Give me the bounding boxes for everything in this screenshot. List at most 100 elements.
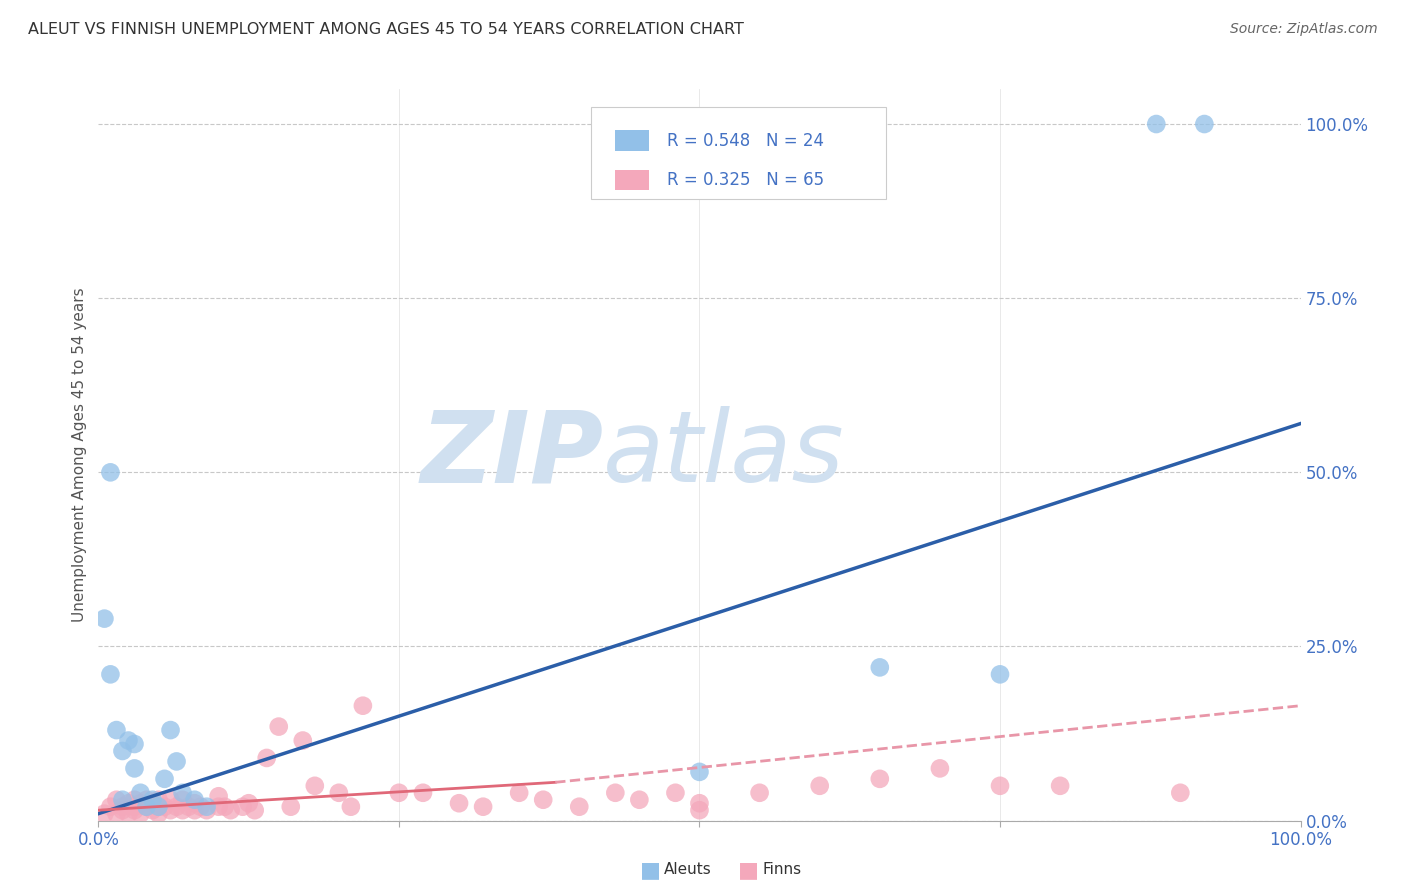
- Point: [267, 720, 290, 734]
- Point: [159, 793, 181, 807]
- Point: [124, 799, 146, 814]
- Point: [183, 803, 205, 817]
- Point: [1194, 117, 1216, 131]
- Point: [352, 698, 374, 713]
- Point: [195, 803, 218, 817]
- Point: [177, 799, 200, 814]
- Point: [129, 786, 152, 800]
- Point: [214, 799, 236, 814]
- Text: Aleuts: Aleuts: [664, 863, 711, 877]
- Point: [988, 779, 1011, 793]
- Point: [100, 466, 122, 480]
- Point: [928, 761, 950, 775]
- Point: [243, 803, 266, 817]
- Point: [135, 793, 157, 807]
- Point: [148, 793, 170, 807]
- Text: Finns: Finns: [762, 863, 801, 877]
- Point: [183, 796, 205, 810]
- Point: [447, 796, 470, 810]
- Point: [111, 793, 134, 807]
- Point: [117, 806, 139, 821]
- Point: [141, 793, 163, 807]
- Point: [605, 786, 627, 800]
- Point: [111, 744, 134, 758]
- Point: [172, 793, 194, 807]
- Point: [124, 737, 146, 751]
- Point: [388, 786, 411, 800]
- Text: ZIP: ZIP: [420, 407, 603, 503]
- Point: [628, 793, 651, 807]
- Point: [304, 779, 326, 793]
- Point: [159, 803, 181, 817]
- Point: [166, 799, 188, 814]
- Text: R = 0.548   N = 24: R = 0.548 N = 24: [666, 132, 824, 150]
- Text: Source: ZipAtlas.com: Source: ZipAtlas.com: [1230, 22, 1378, 37]
- Point: [124, 803, 146, 817]
- Point: [100, 799, 122, 814]
- Point: [748, 786, 770, 800]
- Text: R = 0.325   N = 65: R = 0.325 N = 65: [666, 171, 824, 189]
- Point: [280, 799, 302, 814]
- Point: [1144, 117, 1167, 131]
- Text: atlas: atlas: [603, 407, 845, 503]
- Text: ■: ■: [738, 860, 759, 880]
- FancyBboxPatch shape: [616, 130, 650, 151]
- Point: [153, 772, 176, 786]
- Point: [111, 803, 134, 817]
- Point: [93, 612, 115, 626]
- Point: [808, 779, 831, 793]
- Point: [135, 799, 157, 814]
- Point: [869, 772, 891, 786]
- Point: [129, 796, 152, 810]
- Point: [412, 786, 434, 800]
- Point: [195, 799, 218, 814]
- Text: ALEUT VS FINNISH UNEMPLOYMENT AMONG AGES 45 TO 54 YEARS CORRELATION CHART: ALEUT VS FINNISH UNEMPLOYMENT AMONG AGES…: [28, 22, 744, 37]
- Point: [190, 799, 212, 814]
- Point: [148, 806, 170, 821]
- Point: [531, 793, 554, 807]
- Point: [148, 799, 170, 814]
- Point: [256, 751, 278, 765]
- Point: [238, 796, 260, 810]
- Point: [689, 796, 711, 810]
- Point: [340, 799, 363, 814]
- Point: [124, 793, 146, 807]
- Point: [208, 789, 231, 804]
- Point: [105, 723, 128, 737]
- Point: [568, 799, 591, 814]
- Point: [135, 799, 157, 814]
- Point: [1170, 786, 1192, 800]
- Point: [105, 806, 128, 821]
- Point: [172, 803, 194, 817]
- Point: [105, 793, 128, 807]
- Text: ■: ■: [640, 860, 661, 880]
- Point: [124, 761, 146, 775]
- Point: [988, 667, 1011, 681]
- Point: [111, 799, 134, 814]
- Point: [153, 799, 176, 814]
- Point: [208, 799, 231, 814]
- Point: [508, 786, 530, 800]
- Y-axis label: Unemployment Among Ages 45 to 54 years: Unemployment Among Ages 45 to 54 years: [72, 287, 87, 623]
- Point: [117, 796, 139, 810]
- Point: [232, 799, 254, 814]
- FancyBboxPatch shape: [592, 108, 886, 199]
- Point: [117, 733, 139, 747]
- Point: [172, 786, 194, 800]
- Point: [664, 786, 686, 800]
- Point: [159, 723, 181, 737]
- Point: [166, 755, 188, 769]
- Point: [183, 793, 205, 807]
- Point: [689, 764, 711, 779]
- Point: [141, 796, 163, 810]
- Point: [219, 803, 242, 817]
- Point: [689, 803, 711, 817]
- Point: [328, 786, 350, 800]
- Point: [1049, 779, 1071, 793]
- Point: [100, 667, 122, 681]
- Point: [472, 799, 495, 814]
- Point: [129, 806, 152, 821]
- Point: [148, 799, 170, 814]
- Point: [141, 803, 163, 817]
- Point: [93, 806, 115, 821]
